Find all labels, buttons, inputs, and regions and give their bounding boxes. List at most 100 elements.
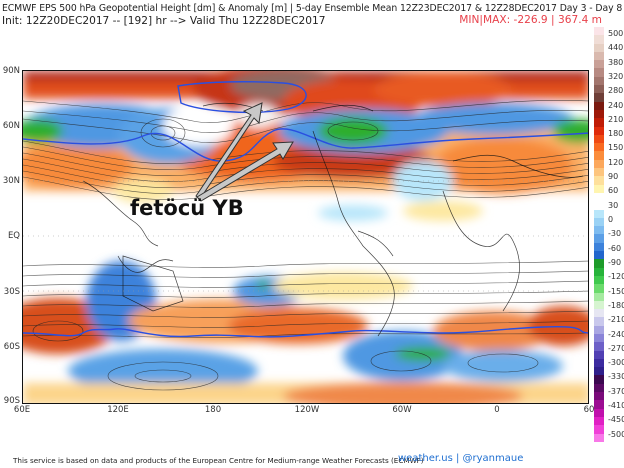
colorbar-label: -120 [608,272,624,282]
colorbar-segment [594,85,604,94]
lon-label-120e: 120E [107,405,129,415]
colorbar-segment [594,400,604,409]
lon-label-120w: 120W [294,405,320,415]
chart-title: ECMWF EPS 500 hPa Geopotential Height [d… [2,3,623,14]
colorbar-label: 380 [608,57,624,67]
colorbar-segment [594,383,604,393]
colorbar-segment [594,433,604,442]
colorbar-segment [594,43,604,52]
colorbar-label: -330 [608,372,624,382]
colorbar-label: -450 [608,415,624,425]
colorbar-label: 60 [608,186,619,196]
colorbar-label: -270 [608,343,624,353]
lat-label-60n: 60N [2,121,20,131]
colorbar-segment [594,126,604,135]
colorbar-segment [594,234,604,243]
colorbar-label: 150 [608,143,624,153]
colorbar-segment [594,151,604,160]
colorbar-segment [594,35,604,44]
colorbar-label: -410 [608,401,624,411]
lat-label-30s: 30S [3,287,20,297]
colorbar-segment [594,143,604,152]
colorbar-segment [594,217,604,227]
colorbar-segment [594,176,604,185]
colorbar-label: -150 [608,286,624,296]
colorbar-segment [594,358,604,368]
footer-credit[interactable]: weather.us | @ryanmaue [398,453,524,464]
lon-label-0: 0 [494,405,500,415]
lat-label-90s: 90S [3,396,20,406]
colorbar-label: -210 [608,315,624,325]
colorbar-segment [594,159,604,169]
colorbar-label: -90 [608,257,622,267]
colorbar [594,27,604,442]
colorbar-segment [594,226,604,235]
colorbar-segment [594,292,604,301]
colorbar-segment [594,325,604,334]
colorbar-label: -500 [608,429,624,439]
colorbar-segment [594,201,604,210]
lon-label-60e: 60E [13,405,31,415]
colorbar-segment [594,392,604,401]
colorbar-label: -370 [608,386,624,396]
colorbar-label: -30 [608,229,622,239]
colorbar-label: 500 [608,29,624,38]
colorbar-segment [594,275,604,285]
colorbar-label: 180 [608,129,624,139]
colorbar-segment [594,350,604,359]
height-contours [23,100,588,391]
colorbar-label: -300 [608,358,624,368]
colorbar-label: 440 [608,43,624,53]
colorbar-segment [594,242,604,252]
lon-label-60w: 60W [392,405,412,415]
lat-label-30n: 30N [2,176,20,186]
colorbar-segment [594,60,604,69]
colorbar-segment [594,251,604,260]
colorbar-label: 90 [608,172,619,182]
annotation-arrows [195,102,294,202]
lon-label-60e-right: 60 [583,405,595,415]
min-max-label: MIN|MAX: -226.9 | 367.4 m [459,14,602,26]
colorbar-label: 0 [608,215,614,225]
colorbar-label: 280 [608,86,624,96]
colorbar-segment [594,109,604,119]
colorbar-segment [594,425,604,434]
colorbar-segment [594,408,604,417]
colorbar-label: -240 [608,329,624,339]
colorbar-segment [594,300,604,310]
reference-contour-540 [23,81,588,338]
lat-label-60s: 60S [3,342,20,352]
colorbar-segment [594,101,604,110]
colorbar-segment [594,192,604,202]
map-panel [22,70,589,404]
colorbar-segment [594,317,604,326]
colorbar-segment [594,284,604,293]
colorbar-segment [594,184,604,193]
colorbar-segment [594,76,604,86]
colorbar-segment [594,51,604,61]
colorbar-segment [594,259,604,268]
colorbar-segment [594,134,604,144]
coastlines [82,102,584,337]
colorbar-segment [594,68,604,77]
colorbar-segment [594,375,604,384]
colorbar-segment [594,342,604,351]
colorbar-segment [594,168,604,177]
colorbar-segment [594,416,604,426]
colorbar-label: 240 [608,100,624,110]
colorbar-segment [594,267,604,276]
colorbar-segment [594,118,604,127]
colorbar-label: -180 [608,300,624,310]
colorbar-segment [594,367,604,376]
colorbar-label: -60 [608,243,622,253]
colorbar-segment [594,333,604,343]
footer-disclaimer: This service is based on data and produc… [13,456,424,465]
colorbar-label: 30 [608,200,619,210]
annotation-text: fetöcü YB [130,196,244,220]
colorbar-segment [594,209,604,218]
anomaly-field [23,71,588,403]
lon-label-180: 180 [204,405,222,415]
chart-subtitle: Init: 12Z20DEC2017 -- [192] hr --> Valid… [2,15,326,27]
lat-label-90n: 90N [2,66,20,76]
colorbar-segment [594,27,604,36]
